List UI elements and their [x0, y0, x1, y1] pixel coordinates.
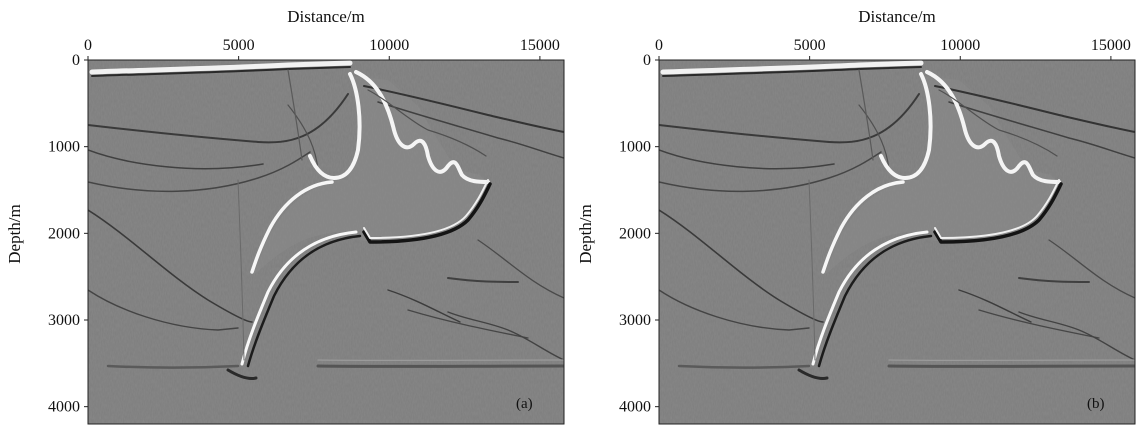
panel-a: Distance/m Depth/m 0 5000 10000 15000 0 1000… — [5, 7, 565, 425]
y-tick-label-a-1: 1000 — [48, 139, 80, 156]
body-b-1 — [824, 76, 1059, 275]
panel-label-b: (b) — [1087, 396, 1105, 412]
reflector-a-20 — [387, 289, 461, 323]
reflector-a-9 — [287, 104, 319, 171]
reflector-b-29 — [858, 69, 874, 161]
seismic-image-b — [659, 60, 1135, 424]
y-tick-label-b-1: 1000 — [619, 139, 651, 156]
reflector-b-11 — [925, 70, 1061, 184]
reflector-b-6 — [659, 151, 882, 193]
reflector-a-14 — [240, 230, 358, 366]
reflector-a-4 — [88, 93, 349, 144]
y-tick-label-a-3: 3000 — [48, 312, 80, 329]
x-ticks-b: 0 5000 10000 15000 — [655, 37, 1131, 60]
x-tick-label-a-0: 0 — [84, 37, 92, 54]
reflector-b-4 — [659, 93, 920, 144]
x-tick-label-b-0: 0 — [655, 37, 663, 54]
y-ticks-b: 0 1000 2000 3000 4000 — [619, 52, 659, 416]
y-tick-label-b-3: 3000 — [619, 312, 651, 329]
reflector-b-23 — [1048, 239, 1135, 299]
reflector-a-24 — [447, 311, 564, 361]
reflector-a-7 — [363, 85, 564, 133]
reflector-b-3 — [662, 66, 922, 77]
reflector-a-15 — [246, 234, 362, 368]
body-a-1 — [253, 76, 488, 275]
y-tick-label-a-0: 0 — [72, 52, 80, 69]
seismic-image-a — [88, 60, 564, 424]
reflector-b-8 — [948, 101, 1135, 159]
reflector-a-22 — [407, 309, 529, 339]
reflector-b-12 — [938, 89, 1058, 157]
reflector-a-23 — [477, 239, 564, 299]
frame-a — [87, 59, 565, 425]
reflector-b-21 — [1018, 277, 1090, 283]
reflector-a-11 — [354, 70, 490, 184]
reflector-a-13 — [250, 180, 334, 274]
texture-a-0 — [88, 60, 564, 424]
reflector-b-13 — [821, 180, 905, 274]
reflector-a-18 — [88, 209, 253, 323]
y-tick-label-b-4: 4000 — [619, 399, 651, 416]
reflector-b-30 — [808, 179, 816, 361]
reflector-b-15 — [817, 234, 933, 368]
reflector-b-5 — [659, 149, 835, 170]
x-tick-label-a-1: 5000 — [223, 37, 255, 54]
reflector-a-19 — [88, 289, 239, 331]
x-ticks-a: 0 5000 10000 15000 — [84, 37, 560, 60]
reflector-a-3 — [91, 66, 351, 77]
reflector-a-5 — [88, 149, 264, 170]
texture-b-0 — [659, 60, 1135, 424]
x-tick-label-b-3: 15000 — [1091, 37, 1131, 54]
x-axis-title-a: Distance/m — [287, 7, 364, 26]
reflector-b-2 — [660, 60, 924, 75]
reflector-b-19 — [659, 289, 810, 331]
reflector-a-2 — [89, 60, 353, 75]
reflector-a-12 — [367, 89, 487, 157]
seismic-layer-a — [88, 60, 564, 424]
reflector-b-22 — [978, 309, 1100, 339]
x-tick-label-b-1: 5000 — [794, 37, 826, 54]
y-ticks-a: 0 1000 2000 3000 4000 — [48, 52, 88, 416]
reflector-b-10 — [879, 72, 933, 180]
reflector-b-17 — [934, 179, 1060, 239]
x-tick-label-a-3: 15000 — [520, 37, 560, 54]
reflector-a-30 — [237, 179, 245, 361]
y-axis-title-a: Depth/m — [5, 204, 24, 264]
reflector-a-10 — [308, 72, 362, 180]
reflector-a-6 — [88, 151, 311, 193]
reflector-a-17 — [363, 179, 489, 239]
y-tick-label-b-2: 2000 — [619, 225, 651, 242]
y-tick-label-b-0: 0 — [643, 52, 651, 69]
reflector-b-24 — [1018, 311, 1135, 361]
reflector-a-8 — [377, 101, 564, 159]
reflector-b-7 — [934, 85, 1135, 133]
reflector-a-16 — [362, 182, 492, 244]
reflector-b-20 — [958, 289, 1032, 323]
x-axis-title-b: Distance/m — [858, 7, 935, 26]
seismic-layer-b — [659, 60, 1135, 424]
reflector-a-29 — [287, 69, 303, 161]
reflector-b-25 — [677, 364, 811, 369]
panel-b: Distance/m Depth/m 0 5000 10000 15000 0 1000… — [576, 7, 1136, 425]
y-tick-label-a-2: 2000 — [48, 225, 80, 242]
reflector-b-28 — [797, 368, 829, 380]
reflector-a-25 — [106, 364, 240, 369]
frame-b — [658, 59, 1136, 425]
reflector-b-16 — [933, 182, 1063, 244]
reflector-b-14 — [811, 230, 929, 366]
reflector-b-9 — [858, 104, 890, 171]
y-axis-title-b: Depth/m — [576, 204, 595, 264]
reflector-b-18 — [659, 209, 824, 323]
x-tick-label-a-2: 10000 — [369, 37, 409, 54]
reflector-a-21 — [447, 277, 519, 283]
panel-label-a: (a) — [516, 396, 533, 412]
x-tick-label-b-2: 10000 — [940, 37, 980, 54]
y-tick-label-a-4: 4000 — [48, 399, 80, 416]
reflector-a-28 — [226, 368, 258, 380]
